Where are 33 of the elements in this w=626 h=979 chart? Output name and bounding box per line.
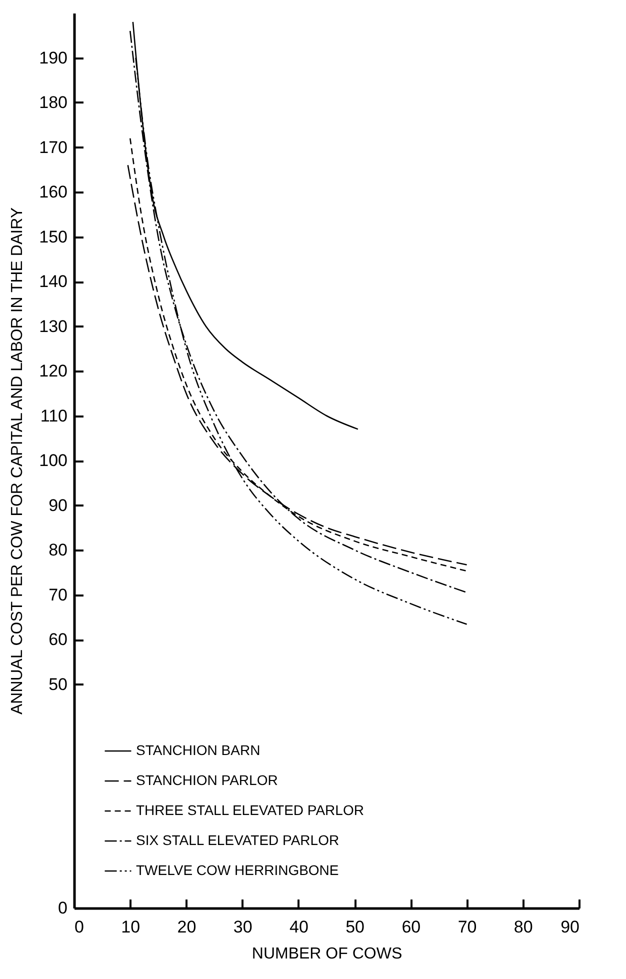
y-tick-label: 60 [48,630,68,649]
y-tick-label: 150 [39,227,68,246]
x-tick-label: 20 [177,918,196,936]
x-tick-label: 80 [514,918,533,936]
y-tick-label: 100 [39,451,68,470]
legend-label: STANCHION BARN [136,742,260,758]
x-tick-label: 50 [346,918,365,936]
y-tick-label: 140 [39,272,68,291]
y-tick-label: 0 [58,898,68,918]
legend-label: TWELVE COW HERRINGBONE [136,862,339,878]
x-tick-label: 90 [560,918,580,936]
y-tick-label: 90 [48,496,68,515]
y-tick-label: 50 [48,674,68,694]
y-tick-label: 180 [39,93,68,112]
y-tick-label: 160 [39,182,68,202]
y-tick-label: 130 [39,316,68,336]
x-axis-title: NUMBER OF COWS [252,946,402,962]
x-tick-label: 40 [289,918,308,936]
x-tick-label: 0 [74,918,84,936]
x-tick-label: 60 [402,918,421,936]
y-tick-label: 190 [39,48,68,68]
y-tick-label: 110 [40,406,68,426]
legend-label: STANCHION PARLOR [136,772,278,788]
y-tick-label: 80 [48,540,68,560]
legend-label: SIX STALL ELEVATED PARLOR [136,832,340,848]
y-axis-title: ANNUAL COST PER COW FOR CAPITAL AND LABOR IN THE DAIRY [9,207,26,715]
y-tick-label: 120 [39,362,68,380]
x-tick-label: 10 [121,918,140,936]
x-tick-label: 30 [233,918,252,936]
y-tick-label: 70 [48,585,68,604]
legend-label: THREE STALL ELEVATED PARLOR [136,802,364,818]
x-tick-label: 70 [458,918,477,936]
y-tick-label: 170 [39,138,68,157]
